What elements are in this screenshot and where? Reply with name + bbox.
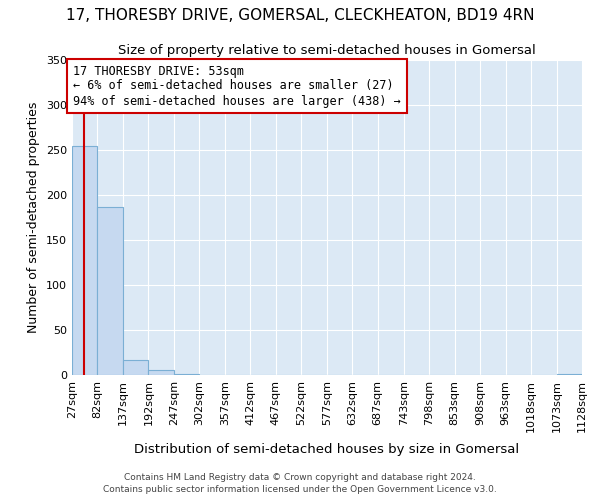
Bar: [72, 146, 97, 375]
Text: 17, THORESBY DRIVE, GOMERSAL, CLECKHEATON, BD19 4RN: 17, THORESBY DRIVE, GOMERSAL, CLECKHEATO…: [66, 8, 534, 22]
Text: 17 THORESBY DRIVE: 53sqm
← 6% of semi-detached houses are smaller (27)
94% of se: 17 THORESBY DRIVE: 53sqm ← 6% of semi-de…: [73, 64, 401, 108]
Bar: [97, 206, 123, 375]
Bar: [123, 360, 148, 375]
Title: Size of property relative to semi-detached houses in Gomersal: Size of property relative to semi-detach…: [118, 44, 536, 58]
Text: Contains HM Land Registry data © Crown copyright and database right 2024.
Contai: Contains HM Land Registry data © Crown c…: [103, 473, 497, 494]
X-axis label: Distribution of semi-detached houses by size in Gomersal: Distribution of semi-detached houses by …: [134, 443, 520, 456]
Y-axis label: Number of semi-detached properties: Number of semi-detached properties: [28, 102, 40, 333]
Bar: [174, 374, 199, 375]
Bar: [148, 370, 174, 375]
Bar: [557, 374, 582, 375]
